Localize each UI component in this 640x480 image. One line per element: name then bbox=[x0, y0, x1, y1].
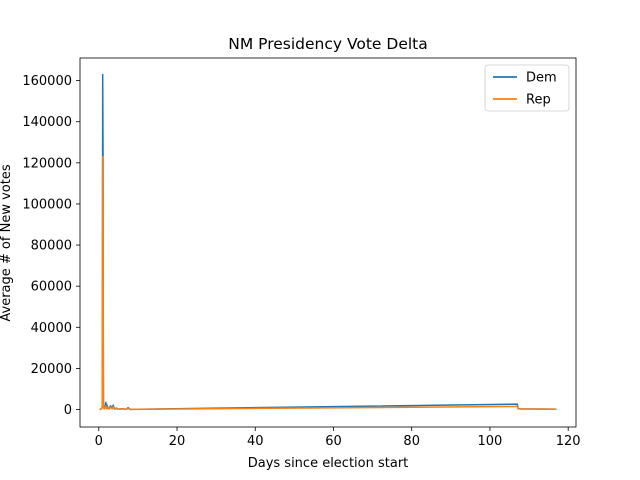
x-tick-label: 20 bbox=[169, 434, 186, 449]
y-tick-label: 100000 bbox=[22, 197, 72, 212]
y-tick-label: 0 bbox=[64, 403, 72, 418]
y-tick-label: 140000 bbox=[22, 115, 72, 130]
series-line-rep bbox=[99, 155, 557, 411]
legend: Dem Rep bbox=[484, 64, 570, 112]
x-tick-label: 0 bbox=[95, 434, 103, 449]
x-axis-label: Days since election start bbox=[248, 456, 409, 471]
y-tick-label: 40000 bbox=[31, 321, 72, 336]
legend-label-rep: Rep bbox=[526, 93, 551, 108]
y-tick-label: 60000 bbox=[31, 280, 72, 295]
legend-label-dem: Dem bbox=[526, 71, 557, 86]
x-tick-label: 120 bbox=[556, 434, 581, 449]
y-tick-label: 80000 bbox=[31, 239, 72, 254]
y-axis: 0 20000 40000 60000 80000 100000 120000 140000 1… bbox=[22, 74, 80, 418]
plot-frame bbox=[79, 57, 577, 428]
y-axis-label: Average # of New votes bbox=[0, 164, 14, 321]
x-tick-label: 60 bbox=[325, 434, 342, 449]
x-tick-label: 100 bbox=[478, 434, 503, 449]
chart-title: NM Presidency Vote Delta bbox=[228, 35, 428, 53]
x-tick-label: 40 bbox=[247, 434, 264, 449]
y-tick-label: 20000 bbox=[31, 362, 72, 377]
x-axis: 0 20 40 60 80 100 120 bbox=[95, 427, 581, 449]
y-tick-label: 120000 bbox=[22, 156, 72, 171]
y-tick-label: 160000 bbox=[22, 74, 72, 89]
x-tick-label: 80 bbox=[403, 434, 420, 449]
series-line-dem bbox=[99, 73, 557, 411]
plot-area bbox=[79, 57, 577, 428]
